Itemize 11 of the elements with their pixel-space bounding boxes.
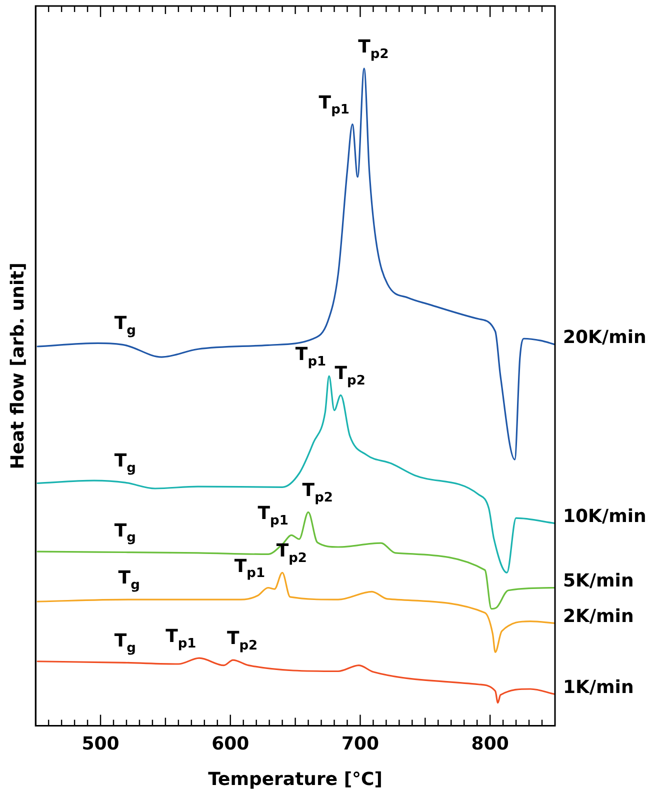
y-axis-title: Heat flow [arb. unit] bbox=[7, 262, 28, 470]
x-tick-label: 500 bbox=[82, 733, 120, 754]
series-label: 10K/min bbox=[563, 506, 646, 528]
series-label: 1K/min bbox=[563, 676, 634, 698]
x-axis-title: Temperature [°C] bbox=[208, 768, 383, 790]
x-tick-label: 700 bbox=[341, 733, 380, 754]
series-label: 5K/min bbox=[563, 570, 634, 592]
x-tick-label: 600 bbox=[212, 733, 250, 754]
series-label: 20K/min bbox=[563, 327, 646, 348]
x-tick-label: 800 bbox=[471, 733, 509, 754]
series-label: 2K/min bbox=[563, 606, 634, 627]
